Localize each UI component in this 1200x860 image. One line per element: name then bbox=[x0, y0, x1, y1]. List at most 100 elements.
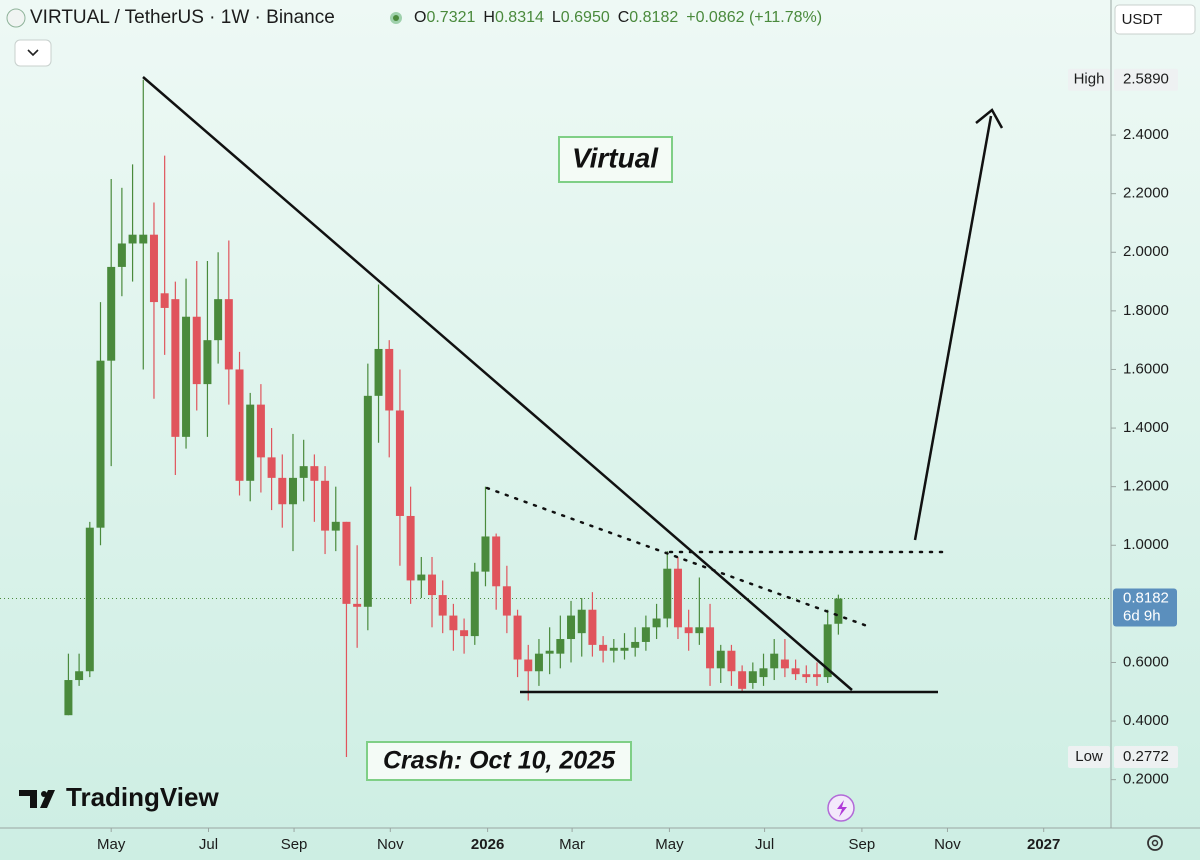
price-badge-label: 2.5890 bbox=[1123, 71, 1169, 88]
candle-body bbox=[374, 348, 383, 396]
ohlc-key: C bbox=[618, 9, 630, 26]
candle-body bbox=[770, 653, 779, 669]
candle-body bbox=[470, 571, 479, 637]
y-tick-label: 2.2000 bbox=[1123, 185, 1169, 202]
arrow-head bbox=[975, 108, 1004, 129]
candle-body bbox=[706, 627, 715, 669]
candle-body bbox=[235, 369, 244, 481]
candle-body bbox=[246, 404, 255, 481]
candle-body bbox=[599, 644, 608, 651]
candle-body bbox=[727, 650, 736, 672]
y-tick-label: 1.8000 bbox=[1123, 302, 1169, 319]
candle-body bbox=[588, 609, 597, 645]
y-tick-label: 0.2000 bbox=[1123, 771, 1169, 788]
candle-body bbox=[428, 574, 437, 596]
currency-button[interactable] bbox=[1114, 4, 1196, 35]
x-tick-label: Jul bbox=[199, 836, 218, 853]
candle-body bbox=[160, 293, 169, 308]
currency: USDT bbox=[1122, 11, 1163, 28]
candle-body bbox=[438, 595, 447, 616]
candle-body bbox=[481, 536, 490, 572]
candle-body bbox=[214, 299, 223, 341]
candles-layer bbox=[64, 79, 843, 758]
brand-name: TradingView bbox=[66, 782, 219, 812]
annotation: Virtual bbox=[572, 142, 659, 173]
ohlc-value: 0.8314 bbox=[495, 9, 544, 26]
candle-body bbox=[128, 234, 137, 244]
y-tick-label: 2.4000 bbox=[1123, 126, 1169, 143]
candle-body bbox=[759, 668, 768, 678]
symbol-icon bbox=[6, 8, 26, 28]
price-badge-tag bbox=[1068, 746, 1110, 769]
y-tick-label: 0.4000 bbox=[1123, 712, 1169, 729]
candle-body bbox=[534, 653, 543, 672]
settings-icon[interactable] bbox=[1147, 835, 1163, 851]
candle-body bbox=[684, 627, 693, 634]
brand-logo bbox=[19, 790, 55, 808]
candle-body bbox=[556, 639, 565, 654]
y-tick-label: 1.0000 bbox=[1123, 536, 1169, 553]
price-badge-label: 0.2772 bbox=[1123, 748, 1169, 765]
candle-body bbox=[192, 316, 201, 385]
candle-body bbox=[738, 671, 747, 689]
candle-body bbox=[299, 466, 308, 478]
candle-body bbox=[716, 650, 725, 669]
candle-body bbox=[417, 574, 426, 581]
candle-body bbox=[823, 624, 832, 678]
y-tick-label: 2.0000 bbox=[1123, 243, 1169, 260]
y-tick-label: 0.6000 bbox=[1123, 653, 1169, 670]
candle-body bbox=[139, 234, 148, 244]
ohlc-key: O bbox=[414, 9, 426, 26]
last-price-badge bbox=[1113, 588, 1177, 627]
candle-body bbox=[267, 457, 276, 478]
y-tick-label: 1.6000 bbox=[1123, 360, 1169, 377]
candle-body bbox=[524, 659, 533, 672]
candle-body bbox=[342, 521, 351, 604]
candle-body bbox=[652, 618, 661, 628]
candle-body bbox=[256, 404, 265, 458]
dotted-trendline bbox=[485, 486, 872, 629]
candle-body bbox=[224, 299, 233, 370]
price-badge-bg bbox=[1114, 746, 1178, 769]
candle-body bbox=[502, 586, 511, 616]
candle-body bbox=[171, 299, 180, 437]
candle-body bbox=[385, 348, 394, 411]
candle-body bbox=[395, 410, 404, 516]
grid-layer bbox=[0, 134, 1116, 832]
candle-body bbox=[545, 650, 554, 654]
annotation-box bbox=[558, 136, 673, 183]
price-badge-tag bbox=[1068, 68, 1110, 91]
candle-body bbox=[663, 568, 672, 619]
trendline bbox=[142, 76, 853, 691]
candle-body bbox=[834, 598, 843, 624]
candle-body bbox=[288, 477, 297, 505]
price-badge-bg bbox=[1114, 68, 1178, 91]
candle-body bbox=[748, 671, 757, 683]
candle-body bbox=[802, 674, 811, 678]
ohlc-value: 0.7321 bbox=[426, 9, 475, 26]
annotation: Crash: Oct 10, 2025 bbox=[383, 747, 616, 775]
candle-body bbox=[513, 615, 522, 660]
candle-body bbox=[567, 615, 576, 640]
candle-body bbox=[75, 671, 84, 681]
candle-body bbox=[117, 243, 126, 267]
x-tick-label: Nov bbox=[934, 836, 961, 853]
x-tick-label: Nov bbox=[377, 836, 404, 853]
candle-body bbox=[449, 615, 458, 631]
annotation-box bbox=[366, 741, 632, 781]
ohlc-key: L bbox=[552, 9, 561, 26]
candle-body bbox=[64, 680, 73, 716]
ohlc: O0.7321 H0.8314 L0.6950 C0.8182 +0.0862 (+11… bbox=[414, 9, 822, 26]
candle-body bbox=[321, 480, 330, 531]
candle-body bbox=[406, 515, 415, 581]
x-tick-label: May bbox=[97, 836, 126, 853]
x-tick-label: 2027 bbox=[1027, 836, 1060, 853]
symbol[interactable]: VIRTUAL / TetherUS · 1W · Binance bbox=[30, 7, 335, 28]
candle-body bbox=[149, 234, 158, 303]
x-tick-label: Jul bbox=[755, 836, 774, 853]
candle-body bbox=[331, 521, 340, 531]
status-dot-inner bbox=[393, 15, 399, 21]
candle-body bbox=[641, 627, 650, 642]
collapse-button[interactable] bbox=[14, 39, 52, 67]
